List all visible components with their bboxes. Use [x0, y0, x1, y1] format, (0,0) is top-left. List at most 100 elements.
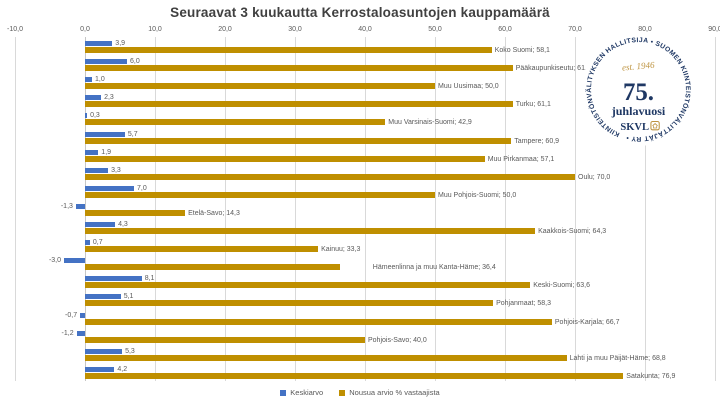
badge-anniversary-word: juhlavuosi: [611, 104, 666, 118]
keskiarvo-value-label: 5,7: [127, 130, 138, 138]
nousua-bar: [85, 354, 567, 361]
keskiarvo-value-label: 4,2: [117, 365, 128, 373]
category-value-label: Hämeenlinna ja muu Kanta-Häme; 36,4: [372, 264, 496, 272]
nousua-bar: [85, 282, 531, 289]
keskiarvo-bar: [85, 294, 121, 300]
badge-house-icon: [650, 120, 660, 131]
keskiarvo-bar: [85, 167, 109, 173]
keskiarvo-value-label: -1,2: [61, 329, 74, 337]
category-value-label: Muu Pohjois-Suomi; 50,0: [438, 191, 517, 199]
x-axis-tick-label: 30,0: [288, 26, 302, 33]
x-axis-tick-label: 60,0: [498, 26, 512, 33]
category-value-label: Oulu; 70,0: [578, 173, 611, 181]
nousua-bar: [85, 101, 513, 108]
keskiarvo-bar: [85, 131, 125, 137]
keskiarvo-value-label: 1,0: [95, 76, 105, 84]
category-value-label: Tampere; 60,9: [514, 137, 560, 145]
keskiarvo-value-label: 3,9: [115, 40, 126, 47]
keskiarvo-value-label: 0,3: [90, 112, 100, 120]
keskiarvo-bar: [85, 185, 134, 191]
keskiarvo-value-label: 4,3: [118, 221, 128, 228]
x-axis-tick-label: 70,0: [568, 26, 582, 33]
x-axis-tick-label: 50,0: [428, 26, 442, 33]
nousua-bar: [85, 372, 624, 379]
x-axis-tick-label: -10,0: [7, 26, 23, 33]
nousua-bar: [85, 137, 512, 144]
category-value-label: Kaakkois-Suomi; 64,3: [538, 228, 607, 235]
keskiarvo-bar: [85, 95, 102, 101]
keskiarvo-value-label: -3,0: [48, 257, 61, 265]
x-axis-tick-label: 0,0: [80, 26, 90, 33]
keskiarvo-value-label: -0,7: [65, 311, 78, 319]
keskiarvo-value-label: 7,0: [137, 184, 147, 192]
x-axis-tick-label: 20,0: [218, 26, 232, 33]
keskiarvo-bar: [75, 203, 85, 209]
nousua-bar: [85, 318, 552, 325]
keskiarvo-value-label: 3,3: [111, 166, 121, 174]
x-gridline: [155, 37, 156, 381]
nousua-bar: [85, 336, 365, 343]
category-value-label: Satakunta; 76,9: [626, 372, 676, 380]
nousua-bar: [85, 246, 319, 253]
keskiarvo-value-label: 5,1: [123, 293, 134, 301]
keskiarvo-bar: [85, 59, 127, 65]
x-gridline: [715, 37, 716, 381]
chart-title: Seuraavat 3 kuukautta Kerrostaloasuntoje…: [170, 5, 550, 20]
nousua-bar: [85, 65, 513, 72]
category-value-label: Muu Varsinais-Suomi; 42,9: [388, 119, 472, 127]
keskiarvo-bar: [76, 330, 85, 336]
nousua-bar: [85, 264, 340, 271]
category-value-label: Pohjois-Karjala; 66,7: [554, 318, 620, 326]
keskiarvo-bar: [85, 348, 123, 354]
category-value-label: Turku; 61,1: [515, 101, 551, 109]
category-value-label: Pohjanmaat; 58,3: [496, 300, 551, 308]
nousua-bar: [85, 155, 485, 162]
nousua-bar: [85, 228, 536, 234]
keskiarvo-bar: [64, 258, 85, 264]
keskiarvo-value-label: 8,1: [144, 275, 155, 283]
legend-item: Keskiarvo: [280, 388, 323, 397]
keskiarvo-value-label: 6,0: [130, 58, 140, 66]
x-gridline: [85, 37, 86, 381]
x-axis-tick-label: 90,0: [708, 26, 720, 33]
category-value-label: Lahti ja muu Päijät-Häme; 68,8: [569, 354, 666, 362]
keskiarvo-value-label: 1,9: [101, 148, 112, 156]
keskiarvo-bar: [85, 113, 88, 119]
badge-background-circle: [582, 33, 695, 146]
keskiarvo-value-label: -1,3: [60, 202, 73, 210]
x-gridline: [645, 37, 646, 381]
legend-label: Keskiarvo: [290, 388, 324, 397]
category-value-label: Koko Suomi; 58,1: [494, 47, 550, 54]
keskiarvo-value-label: 2,3: [104, 94, 114, 102]
category-value-label: Keski-Suomi; 63,6: [533, 282, 590, 290]
badge-est-text: est. 1946: [622, 60, 656, 73]
nousua-bar: [85, 119, 386, 126]
keskiarvo-bar: [85, 222, 116, 227]
keskiarvo-bar: [85, 366, 115, 372]
category-value-label: Muu Uusimaa; 50,0: [438, 83, 499, 91]
legend-swatch: [280, 389, 287, 396]
x-axis-tick-label: 10,0: [148, 26, 162, 33]
keskiarvo-value-label: 5,3: [125, 347, 135, 355]
x-gridline: [505, 37, 506, 381]
nousua-bar: [85, 83, 435, 90]
category-value-label: Kainuu; 33,3: [321, 246, 361, 254]
x-gridline: [15, 37, 16, 381]
keskiarvo-bar: [85, 276, 142, 282]
keskiarvo-value-label: 0,7: [92, 239, 103, 247]
legend-swatch: [339, 389, 346, 396]
keskiarvo-bar: [85, 77, 92, 83]
category-value-label: Pääkaupunkiseutu; 61,1: [515, 65, 591, 73]
nousua-bar: [85, 47, 492, 53]
legend-item: Nousua arvio % vastaajista: [339, 388, 440, 397]
badge-brand-text: SKVL: [620, 122, 649, 133]
legend-label: Nousua arvio % vastaajista: [349, 388, 440, 397]
nousua-bar: [85, 173, 575, 180]
x-gridline: [365, 37, 366, 381]
nousua-bar: [85, 300, 494, 307]
x-axis-tick-label: 40,0: [358, 26, 372, 33]
x-gridline: [225, 37, 226, 381]
x-gridline: [295, 37, 296, 381]
x-gridline: [435, 37, 436, 381]
